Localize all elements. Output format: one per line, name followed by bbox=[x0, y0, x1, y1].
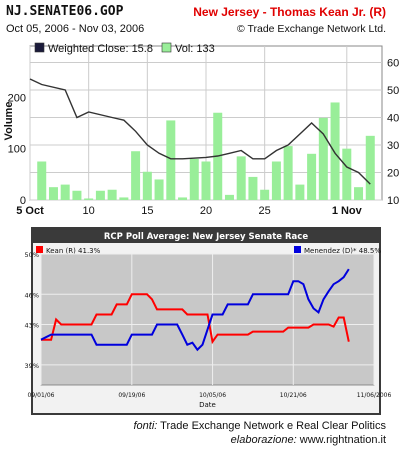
x-tick-label: 1 Nov bbox=[332, 205, 363, 217]
volume-bar bbox=[166, 120, 176, 200]
legend-swatch bbox=[36, 246, 43, 253]
volume-bar bbox=[37, 161, 47, 200]
legend-label: Menendez (D)* 48.5% bbox=[304, 247, 381, 255]
credits: fonti: Trade Exchange Network e Real Cle… bbox=[133, 419, 386, 447]
x-tick-label: 10/21/06 bbox=[280, 392, 307, 399]
menendez-line bbox=[40, 268, 350, 352]
left-tick-label: 0 bbox=[20, 195, 26, 207]
elaboration-line: elaborazione: www.rightnation.it bbox=[133, 433, 386, 447]
volume-bar bbox=[72, 190, 82, 200]
volume-bar bbox=[365, 135, 375, 200]
date-range: Oct 05, 2006 - Nov 03, 2006 bbox=[6, 23, 145, 35]
chart-legend: Weighted Close: 15.8 Vol: 133 bbox=[34, 42, 215, 55]
volume-bar bbox=[142, 171, 152, 200]
sources-prefix: fonti: bbox=[133, 420, 158, 432]
weighted-close-line bbox=[29, 78, 371, 185]
x-tick-label: 10/05/06 bbox=[199, 392, 226, 399]
right-tick-label: 50 bbox=[387, 85, 399, 97]
volume-bar bbox=[260, 189, 270, 200]
volume-bar bbox=[224, 194, 234, 200]
contract-ticker: NJ.SENATE06.GOP bbox=[6, 4, 124, 19]
volume-bar bbox=[154, 179, 164, 200]
right-tick-label: 30 bbox=[387, 140, 399, 152]
volume-bar bbox=[307, 153, 317, 200]
volume-bar bbox=[84, 198, 94, 200]
poll-average-chart: RCP Poll Average: New Jersey Senate Race… bbox=[25, 227, 392, 415]
volume-bar bbox=[60, 184, 70, 200]
x-tick-label: 10 bbox=[83, 205, 95, 217]
left-tick-label: 100 bbox=[8, 144, 26, 156]
elaboration-prefix: elaborazione: bbox=[230, 434, 297, 446]
volume-bar bbox=[236, 156, 246, 200]
volume-bar bbox=[354, 187, 364, 200]
volume-bar bbox=[119, 197, 129, 200]
legend-label: Vol: 133 bbox=[175, 43, 215, 55]
x-axis-label: Date bbox=[199, 401, 216, 409]
legend-label: Kean (R) 41.3% bbox=[46, 247, 101, 255]
volume-bar bbox=[330, 102, 340, 200]
volume-bar bbox=[107, 189, 117, 200]
volume-bar bbox=[318, 117, 328, 200]
chart-header: NJ.SENATE06.GOP New Jersey - Thomas Kean… bbox=[0, 0, 400, 44]
x-tick-label: 25 bbox=[259, 205, 271, 217]
contract-name: New Jersey - Thomas Kean Jr. (R) bbox=[193, 5, 386, 19]
y-tick-label: 39% bbox=[25, 362, 39, 370]
volume-bar bbox=[248, 176, 258, 200]
volume-bar bbox=[131, 151, 141, 200]
x-tick-label: 20 bbox=[200, 205, 212, 217]
volume-bar bbox=[342, 148, 352, 200]
sources-text: Trade Exchange Network e Real Clear Poli… bbox=[157, 420, 386, 432]
y-tick-label: 46% bbox=[25, 291, 39, 299]
left-tick-label: 200 bbox=[8, 92, 26, 104]
volume-bar bbox=[189, 158, 199, 200]
volume-bar bbox=[271, 161, 281, 200]
elaboration-text: www.rightnation.it bbox=[296, 434, 386, 446]
right-tick-label: 40 bbox=[387, 113, 399, 125]
right-tick-label: 60 bbox=[387, 58, 399, 70]
x-tick-label: 15 bbox=[141, 205, 153, 217]
x-tick-label: 5 Oct bbox=[16, 205, 44, 217]
x-tick-label: 09/19/06 bbox=[118, 392, 145, 399]
x-tick-label: 11/06/2006 bbox=[357, 392, 392, 399]
volume-bar bbox=[283, 146, 293, 200]
volume-bar bbox=[95, 190, 105, 200]
sources-line: fonti: Trade Exchange Network e Real Cle… bbox=[133, 419, 386, 433]
legend-label: Weighted Close: 15.8 bbox=[48, 43, 153, 55]
legend-swatch bbox=[34, 42, 45, 53]
volume-bar bbox=[201, 161, 211, 200]
y-tick-label: 43% bbox=[25, 322, 39, 330]
kean-line bbox=[41, 293, 350, 345]
volume-bar bbox=[295, 184, 305, 200]
legend-swatch bbox=[294, 246, 301, 253]
right-tick-label: 10 bbox=[387, 195, 399, 207]
y-axis-label: Volume bbox=[3, 102, 15, 141]
y-tick-label: 50% bbox=[25, 251, 39, 259]
right-tick-label: 20 bbox=[387, 168, 399, 180]
copyright-notice: © Trade Exchange Network Ltd. bbox=[237, 23, 386, 35]
volume-bar bbox=[48, 187, 58, 200]
legend-swatch bbox=[161, 42, 172, 53]
x-tick-label: 09/01/06 bbox=[28, 392, 55, 399]
volume-bar bbox=[178, 197, 188, 200]
chart-title: RCP Poll Average: New Jersey Senate Race bbox=[104, 232, 308, 242]
